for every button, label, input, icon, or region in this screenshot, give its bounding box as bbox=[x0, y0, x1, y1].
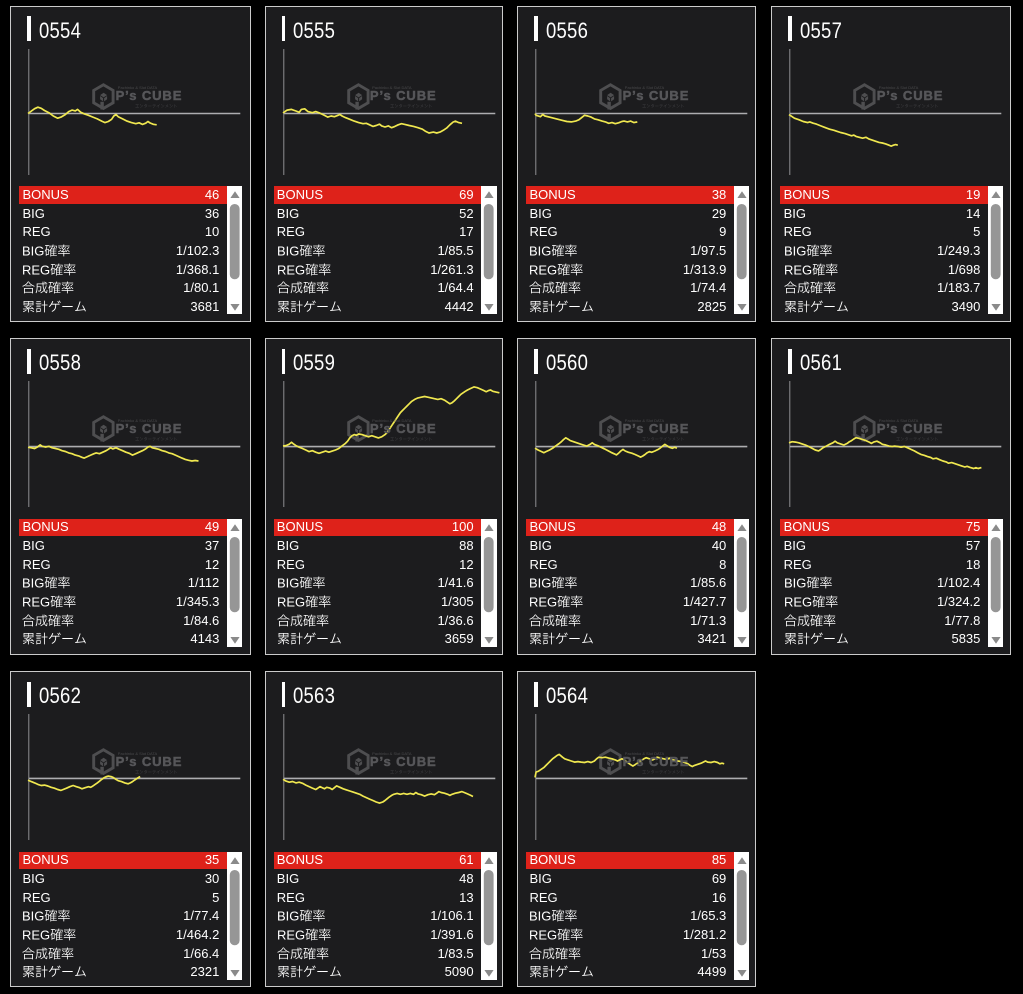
svg-text:BIG: BIG bbox=[277, 909, 299, 924]
svg-text:BIG: BIG bbox=[529, 576, 551, 591]
svg-text:REG: REG bbox=[529, 928, 557, 943]
svg-text:BIG: BIG bbox=[277, 576, 299, 591]
svg-text:BIG: BIG bbox=[277, 243, 299, 258]
svg-text:REG: REG bbox=[22, 595, 50, 610]
svg-text:REG: REG bbox=[529, 595, 557, 610]
svg-text:REG: REG bbox=[529, 262, 557, 277]
svg-text:BIG: BIG bbox=[784, 576, 806, 591]
svg-text:BIG: BIG bbox=[22, 909, 44, 924]
svg-text:REG: REG bbox=[277, 928, 305, 943]
svg-text:BIG: BIG bbox=[784, 243, 806, 258]
svg-text:REG: REG bbox=[784, 262, 812, 277]
svg-text:BIG: BIG bbox=[22, 243, 44, 258]
svg-text:REG: REG bbox=[277, 595, 305, 610]
svg-text:REG: REG bbox=[22, 262, 50, 277]
svg-text:REG: REG bbox=[784, 595, 812, 610]
svg-text:REG: REG bbox=[277, 262, 305, 277]
svg-text:BIG: BIG bbox=[529, 243, 551, 258]
svg-text:BIG: BIG bbox=[529, 909, 551, 924]
svg-text:BIG: BIG bbox=[22, 576, 44, 591]
svg-text:REG: REG bbox=[22, 928, 50, 943]
